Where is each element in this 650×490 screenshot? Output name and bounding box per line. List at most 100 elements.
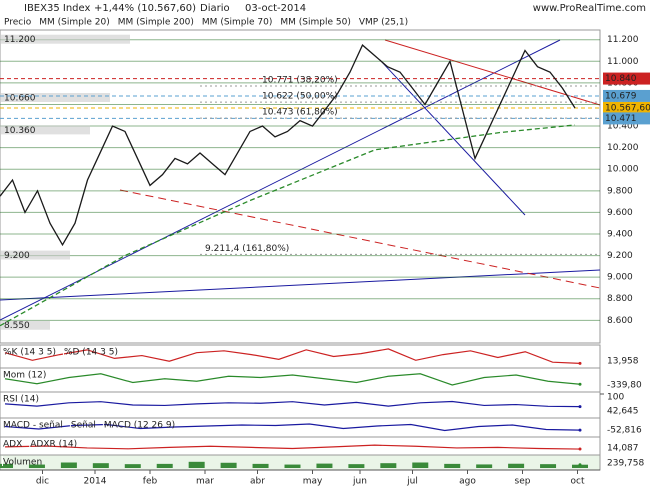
x-tick-label: dic xyxy=(36,477,49,487)
volume-profile-bar xyxy=(0,125,90,135)
trend-line xyxy=(379,59,526,216)
volume-bar xyxy=(572,464,588,468)
panel-label-bg xyxy=(62,346,64,356)
last-value-label: -339,80 xyxy=(607,381,642,391)
volume-bar xyxy=(284,464,301,468)
indicator-line xyxy=(4,400,581,408)
volume-bar xyxy=(316,463,333,468)
y-tick-label: 9.600 xyxy=(607,208,633,218)
volume-profile-bar xyxy=(0,320,50,330)
level-label: 10.471 xyxy=(605,114,637,124)
level-tag xyxy=(603,112,650,125)
volume-bar xyxy=(476,464,493,468)
x-tick-label: ago xyxy=(459,477,476,487)
panel-label: MACD (12 26 9) xyxy=(104,421,175,431)
y-tick-label: 9.800 xyxy=(607,186,633,196)
x-tick-label: mar xyxy=(196,477,214,487)
panel-label: RSI (14) xyxy=(3,395,39,405)
panel-label-bg xyxy=(2,369,3,379)
last-value-marker xyxy=(578,405,582,409)
y-tick-label: 8.800 xyxy=(607,294,633,304)
panel-label: Volumen xyxy=(3,458,42,468)
indicator-line xyxy=(4,444,581,450)
x-tick-label: abr xyxy=(250,477,265,487)
y-tick-label: 9.200 xyxy=(607,251,633,261)
volume-bar xyxy=(92,463,109,468)
volume-profile-label: 11.200 xyxy=(4,35,36,45)
series-line xyxy=(0,44,576,247)
indicator-line xyxy=(4,373,581,386)
panel-label: MACD - señal xyxy=(3,421,63,431)
y-tick-label: 10.400 xyxy=(607,122,639,132)
last-value-label: 42,645 xyxy=(607,407,639,417)
volume-bar xyxy=(60,462,77,468)
panel-label-bg xyxy=(69,419,71,429)
panel-label-bg xyxy=(2,346,3,356)
x-tick-label: oct xyxy=(571,477,585,487)
legend-entry: VMP (25,1) xyxy=(359,18,408,28)
x-tick-label: jul xyxy=(406,477,418,487)
indicator-panel xyxy=(0,436,601,456)
panel-label: Mom (12) xyxy=(3,371,46,381)
indicator-line xyxy=(4,423,581,432)
level-label: 10.567,60 xyxy=(605,103,650,113)
last-value-label: 239,758 xyxy=(607,459,644,469)
y-tick-label: 11.000 xyxy=(607,57,639,67)
level-tag xyxy=(603,101,650,114)
volume-profile-label: 10.660 xyxy=(4,93,36,103)
y-tick-label: 9.400 xyxy=(607,229,633,239)
legend-entry: MM (Simple 70) xyxy=(202,18,272,28)
panel-label-bg xyxy=(29,438,31,448)
legend-entry: Precio xyxy=(4,18,32,28)
volume-profile-bar xyxy=(0,34,130,44)
last-value-marker xyxy=(578,463,582,467)
volume-bar xyxy=(508,463,525,468)
panel-label-bg xyxy=(2,419,3,429)
volume-profile-bar xyxy=(0,92,110,102)
last-value-label: 14,087 xyxy=(607,444,639,454)
annotation: 10.622 (50,00%) xyxy=(262,92,338,102)
panel-label-bg xyxy=(2,393,3,403)
volume-bar xyxy=(412,462,429,468)
panel-label: ADX xyxy=(3,440,22,450)
x-tick-label: may xyxy=(303,477,323,487)
level-label: 10.679 xyxy=(605,91,637,101)
volume-bar xyxy=(252,463,269,468)
volume-profile-bar xyxy=(0,250,70,260)
period: Diario xyxy=(200,3,230,14)
last-value-marker xyxy=(578,447,582,451)
panel-label-bg xyxy=(2,456,3,466)
legend-entry: MM (Simple 200) xyxy=(118,18,194,28)
volume-bar xyxy=(124,464,141,468)
main-panel xyxy=(0,29,601,344)
panel-label-bg xyxy=(102,419,104,429)
volume-bar xyxy=(0,463,13,468)
x-tick-label: jun xyxy=(352,477,367,487)
level-label: 10.840 xyxy=(605,74,637,84)
symbol: IBEX35 Index xyxy=(24,3,90,14)
volume-bar xyxy=(444,463,461,468)
volume-bar xyxy=(540,464,557,468)
panel-label: %K (14 3 5) xyxy=(3,348,56,358)
trend-line xyxy=(119,189,601,289)
volume-bar xyxy=(220,462,237,468)
panel-label: Señal xyxy=(71,421,96,431)
last-value-label: -52,816 xyxy=(607,426,642,436)
last-value-marker xyxy=(578,428,582,432)
volume-bar xyxy=(28,464,45,468)
volume-bar xyxy=(348,464,365,468)
level-tag xyxy=(603,72,650,85)
y-tick-label: 10.200 xyxy=(607,143,639,153)
volume-profile-label: 9.200 xyxy=(4,251,30,261)
x-tick-label: 2014 xyxy=(84,477,107,487)
date: 03-oct-2014 xyxy=(245,3,306,14)
indicator-panel xyxy=(0,367,601,393)
volume-bar xyxy=(188,461,205,468)
y-tick-label: 9.000 xyxy=(607,273,633,283)
y-tick-label: 10.000 xyxy=(607,165,639,175)
indicator-line xyxy=(4,348,581,364)
panel-label: %D (14 3 5) xyxy=(64,348,118,358)
x-tick-label: feb xyxy=(143,477,158,487)
volume-profile-label: 10.360 xyxy=(4,126,36,136)
panel-label: ADXR (14) xyxy=(30,440,77,450)
